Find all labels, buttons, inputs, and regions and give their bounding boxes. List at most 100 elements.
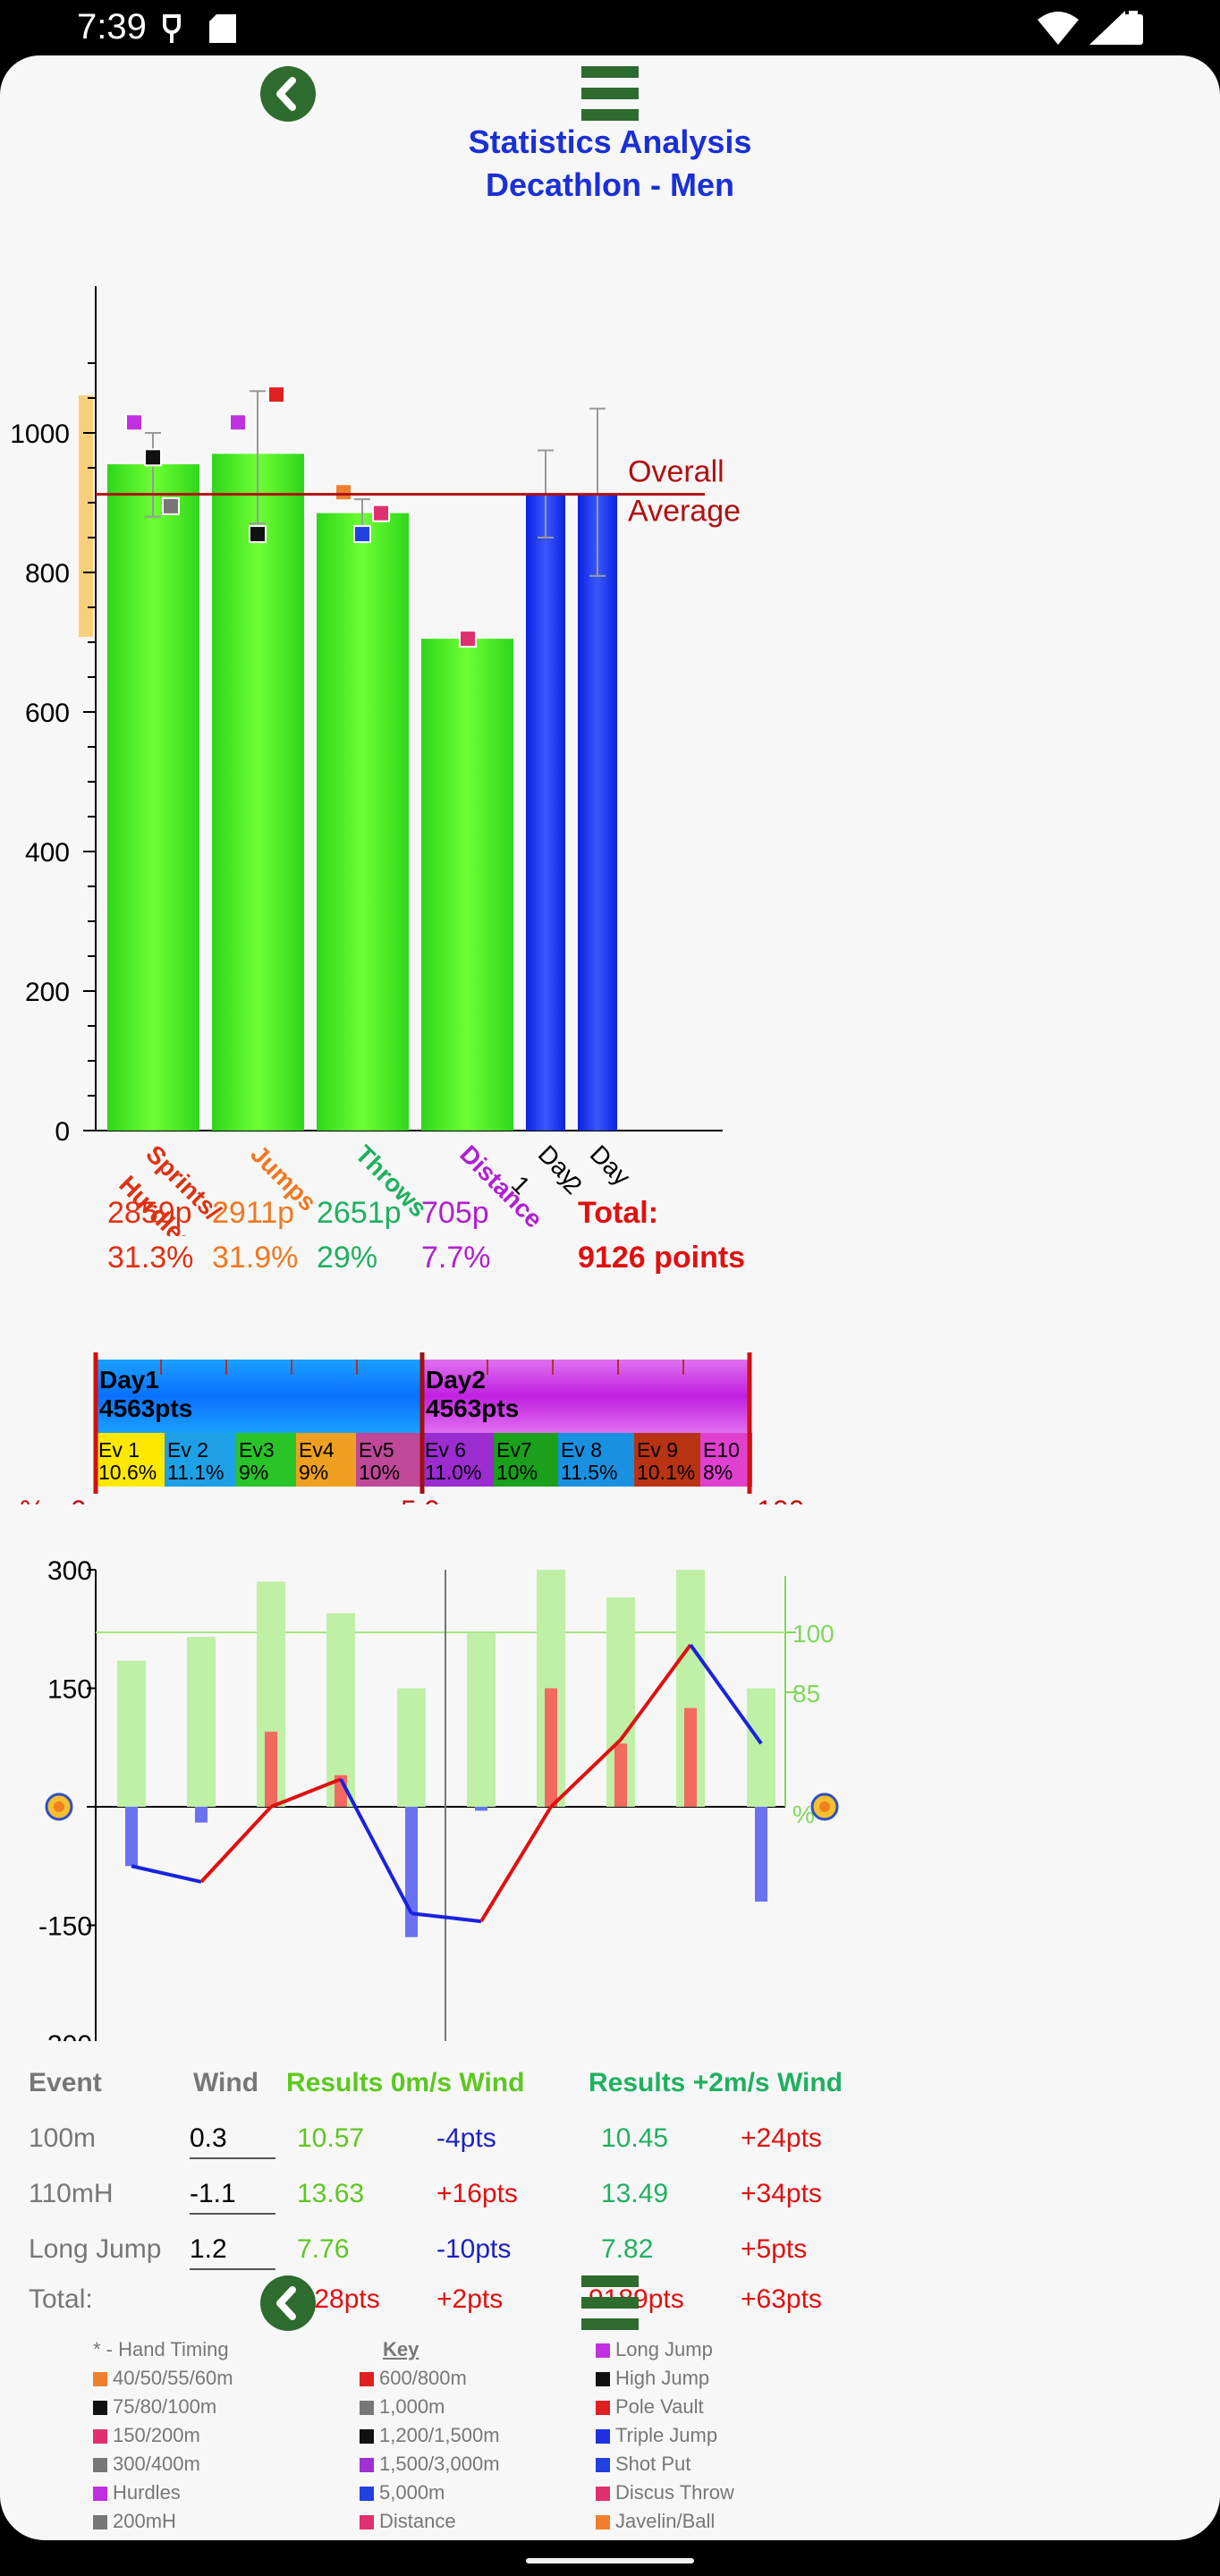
- chevron-left-icon: [276, 77, 296, 111]
- row-event: 100m: [29, 2123, 97, 2153]
- status-time: 7:39: [77, 7, 147, 47]
- back-button-bottom[interactable]: [260, 2275, 316, 2331]
- event-percent: 10.6%: [98, 1461, 157, 1484]
- legend-swatch-icon: [93, 2515, 107, 2529]
- hamburger-menu-icon: [581, 2275, 639, 2287]
- row-points-0: +16pts: [436, 2179, 518, 2208]
- event-percent: 11.1%: [167, 1461, 225, 1484]
- y-tick-label: 800: [25, 559, 70, 589]
- legend-item: Long Jump: [596, 2338, 713, 2361]
- page-subtitle: Decathlon - Men: [485, 166, 734, 203]
- cumulative-line: [199, 1805, 273, 1884]
- event-name: E10: [703, 1438, 740, 1462]
- legend-item: High Jump: [596, 2367, 709, 2390]
- percent-bar: [397, 1688, 426, 1807]
- summary-percent: 7.7%: [421, 1241, 491, 1275]
- event-name: Ev 2: [167, 1438, 208, 1462]
- status-bar: 7:39: [0, 0, 1220, 55]
- legend-item: Discus Throw: [596, 2481, 734, 2504]
- table-header: Results +2m/s Wind: [589, 2068, 843, 2097]
- event-segment: [296, 1433, 356, 1487]
- legend-swatch-icon: [93, 2372, 107, 2386]
- row-result-2: 13.49: [601, 2179, 669, 2208]
- summary-percent: 29%: [317, 1241, 378, 1275]
- percent-bar: [117, 1660, 146, 1807]
- event-name: Ev 1: [98, 1438, 140, 1462]
- legend-label: 600/800m: [379, 2367, 467, 2389]
- event-marker: [267, 386, 285, 404]
- menu-button[interactable]: [581, 66, 639, 122]
- app-content: Statistics Analysis Decathlon - Men 0 200…: [0, 55, 1220, 2540]
- legend-swatch-icon: [596, 2429, 610, 2444]
- legend-label: 75/80/100m: [113, 2395, 217, 2418]
- legend-item: Hurdles: [93, 2481, 181, 2504]
- loss-bar: [405, 1807, 418, 1937]
- row-event: 110mH: [29, 2179, 114, 2208]
- cumulative-line: [619, 1643, 692, 1741]
- cumulative-line: [689, 1643, 763, 1745]
- y-tick-label: 300: [47, 1556, 92, 1586]
- back-button[interactable]: [260, 66, 316, 122]
- y-tick-label: -150: [38, 1912, 92, 1942]
- y-tick-label: 0: [55, 1117, 70, 1147]
- event-marker: [125, 413, 143, 432]
- total-label: Total:: [578, 1196, 659, 1230]
- gain-bar: [684, 1707, 697, 1807]
- table-header: Wind: [193, 2068, 259, 2097]
- percent-bar: [467, 1632, 496, 1807]
- legend-item: 150/200m: [93, 2424, 200, 2447]
- menu-button-bottom[interactable]: [581, 2275, 639, 2331]
- loss-bar: [475, 1807, 487, 1811]
- category-label: Day: [585, 1140, 636, 1191]
- wind-input[interactable]: 1.2: [190, 2234, 275, 2270]
- row-event: Long Jump: [29, 2234, 162, 2264]
- cumulative-line: [131, 1864, 202, 1884]
- gain-bar: [265, 1732, 277, 1807]
- cumulative-line: [339, 1778, 413, 1915]
- legend-swatch-icon: [596, 2458, 610, 2472]
- row-points-2: +5pts: [741, 2234, 808, 2264]
- event-percent: 10%: [359, 1461, 400, 1484]
- legend-title: Key: [383, 2338, 419, 2360]
- cumulative-line: [411, 1911, 482, 1924]
- event-marker: [372, 504, 390, 522]
- event-marker: [353, 525, 371, 544]
- row-result-0: 7.76: [297, 2234, 350, 2264]
- summary-percent: 31.3%: [107, 1241, 194, 1275]
- event-segment: [165, 1433, 236, 1487]
- event-segment: [96, 1433, 165, 1487]
- legend-item: 5,000m: [360, 2481, 445, 2504]
- home-indicator[interactable]: [526, 2558, 694, 2563]
- event-segment: [236, 1433, 296, 1487]
- legend-swatch-icon: [93, 2429, 107, 2444]
- wind-input[interactable]: 0.3: [190, 2123, 275, 2159]
- event-segment: [356, 1433, 422, 1487]
- legend-label: 5,000m: [379, 2481, 445, 2504]
- legend-label: 1,000m: [379, 2395, 445, 2418]
- summary-points: 705p: [421, 1196, 489, 1230]
- average-annotation: Overall: [628, 455, 724, 489]
- legend-swatch-icon: [360, 2515, 374, 2529]
- target-icon: [819, 1801, 830, 1812]
- event-percent: 10%: [496, 1461, 538, 1484]
- y-tick-label: 400: [25, 838, 70, 868]
- row-result-2: 7.82: [601, 2234, 654, 2264]
- event-marker: [162, 496, 180, 515]
- event-percent: 11.0%: [425, 1461, 482, 1484]
- wind-input[interactable]: -1.1: [190, 2179, 275, 2215]
- cumulative-line: [270, 1777, 342, 1809]
- usb-icon: [163, 14, 181, 43]
- legend-swatch-icon: [596, 2343, 610, 2358]
- event-marker: [144, 448, 162, 467]
- summary-percent: 31.9%: [212, 1241, 299, 1275]
- legend-item: Shot Put: [596, 2453, 690, 2476]
- event-name: Ev3: [239, 1438, 275, 1462]
- bar-distance: [421, 639, 513, 1131]
- scale-right-label: 100: [757, 1495, 804, 1504]
- legend-swatch-icon: [596, 2515, 610, 2529]
- event-name: Ev5: [359, 1438, 394, 1462]
- bar-throws: [317, 513, 409, 1131]
- event-name: Ev 6: [425, 1438, 466, 1462]
- day2-points: 4563pts: [426, 1394, 519, 1422]
- legend-label: Long Jump: [615, 2338, 713, 2360]
